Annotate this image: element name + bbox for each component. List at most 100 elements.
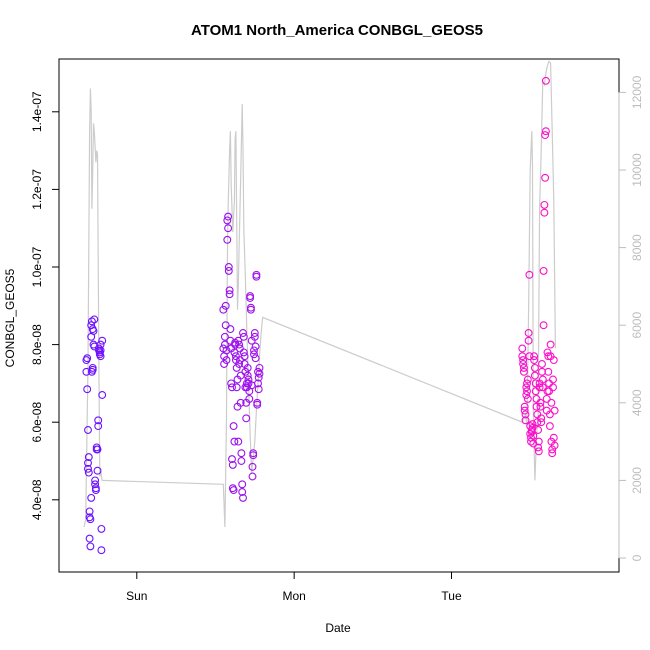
- y-axis-label: CONBGL_GEOS5: [3, 268, 17, 367]
- data-point: [88, 365, 97, 374]
- data-point: [530, 371, 539, 380]
- data-point: [91, 476, 100, 485]
- data-point: [96, 352, 105, 361]
- data-point: [84, 426, 92, 434]
- data-point: [93, 466, 102, 475]
- right-y-tick-label: 2000: [630, 467, 644, 494]
- data-point: [251, 342, 260, 351]
- data-point: [550, 441, 559, 450]
- x-tick-label: Tue: [441, 589, 462, 603]
- data-point: [541, 76, 550, 85]
- data-point: [226, 336, 235, 345]
- data-point: [250, 346, 258, 355]
- data-point: [242, 383, 251, 392]
- right-y-tick-label: 10000: [630, 153, 644, 187]
- data-point: [540, 200, 549, 209]
- series-line: [83, 60, 556, 528]
- data-point: [520, 406, 529, 415]
- data-point: [235, 356, 244, 365]
- data-point: [223, 235, 232, 244]
- data-point: [248, 462, 257, 471]
- data-point: [523, 394, 532, 403]
- data-point: [83, 385, 92, 394]
- data-point: [539, 266, 548, 275]
- data-point: [98, 391, 107, 399]
- data-point: [537, 418, 546, 427]
- x-axis-label: Date: [325, 621, 351, 635]
- data-point: [222, 356, 231, 365]
- data-point: [254, 367, 262, 376]
- x-tick-label: Sun: [126, 589, 147, 603]
- data-point: [533, 410, 542, 419]
- data-point: [544, 352, 553, 361]
- data-point: [242, 414, 251, 423]
- y-tick-label: 1.2e-07: [30, 169, 44, 210]
- data-point: [528, 424, 537, 432]
- data-point: [528, 420, 537, 429]
- data-point: [220, 360, 229, 368]
- data-point: [237, 449, 246, 458]
- data-point: [254, 373, 263, 382]
- data-point: [523, 387, 531, 396]
- right-y-tick-label: 4000: [630, 389, 644, 416]
- data-point: [239, 332, 248, 341]
- data-point: [220, 340, 229, 349]
- data-point: [541, 131, 550, 140]
- data-point: [86, 542, 95, 551]
- data-point: [239, 493, 247, 502]
- right-y-axis: 0 2000 4000 6000 8000 10000 12000: [618, 75, 644, 561]
- data-point: [532, 394, 541, 403]
- data-point: [521, 416, 530, 425]
- data-point: [94, 416, 103, 425]
- right-y-tick-label: 6000: [630, 312, 644, 339]
- data-point: [535, 383, 544, 392]
- right-y-tick-label: 0: [630, 554, 644, 561]
- data-point: [248, 472, 257, 481]
- right-y-tick-label: 12000: [630, 75, 644, 109]
- data-point: [84, 464, 92, 473]
- data-point: [549, 356, 558, 365]
- data-point: [519, 356, 528, 365]
- data-point: [530, 356, 539, 365]
- data-point: [542, 394, 551, 403]
- data-point: [246, 292, 255, 301]
- data-point: [98, 336, 107, 345]
- data-point: [525, 352, 534, 361]
- data-point: [530, 352, 539, 361]
- data-point: [224, 224, 233, 233]
- data-point: [230, 437, 239, 446]
- data-point: [95, 344, 103, 353]
- data-point: [250, 332, 259, 341]
- data-point: [548, 449, 557, 458]
- data-point: [85, 534, 94, 543]
- right-axis-line-layer: [83, 60, 556, 528]
- data-point: [241, 367, 250, 376]
- data-point: [236, 398, 245, 407]
- data-point: [253, 400, 262, 409]
- data-point: [547, 398, 556, 407]
- data-point: [549, 433, 558, 442]
- data-point: [84, 453, 93, 462]
- data-point: [538, 375, 547, 384]
- data-point: [545, 410, 554, 419]
- data-point: [545, 379, 554, 388]
- data-point: [228, 383, 236, 392]
- data-point: [83, 354, 92, 363]
- data-point: [250, 329, 259, 337]
- data-point: [232, 383, 241, 392]
- data-point: [524, 336, 533, 345]
- points-layer: [82, 76, 559, 555]
- data-point: [87, 317, 96, 326]
- data-point: [222, 346, 231, 355]
- y-axis: 4.0e-08 6.0e-08 8.0e-08 1.0e-07 1.2e-07 1.4e-…: [30, 91, 60, 520]
- data-point: [255, 369, 264, 378]
- data-point: [224, 212, 233, 221]
- data-point: [538, 360, 546, 368]
- data-point: [244, 375, 253, 384]
- data-point: [229, 486, 238, 495]
- data-point: [229, 422, 238, 431]
- data-point: [239, 329, 247, 337]
- y-tick-label: 1.4e-07: [30, 91, 44, 132]
- y-tick-label: 1.0e-07: [30, 246, 44, 287]
